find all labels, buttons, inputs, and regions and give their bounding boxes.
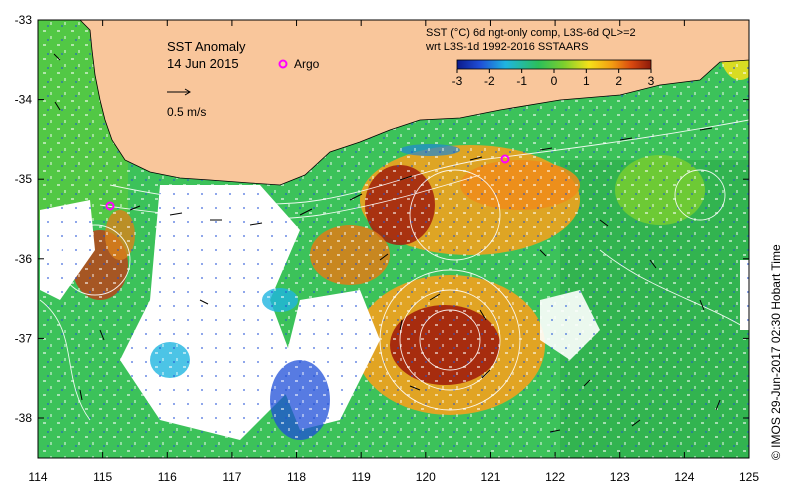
argo-float-marker [500, 154, 510, 164]
scale-arrow-icon [167, 88, 191, 96]
x-tick-label: 118 [287, 470, 306, 484]
x-tick-label: 121 [480, 470, 500, 484]
x-tick-label: 120 [416, 470, 436, 484]
colorbar [456, 59, 652, 70]
colorbar-tick-label: 2 [615, 74, 622, 88]
argo-legend-icon [278, 59, 288, 69]
y-tick-label: -33 [15, 13, 33, 27]
x-axis: 114 115 116 117 118 119 120 121 122 123 124 125 [28, 20, 759, 484]
credit-text: © IMOS 29-Jun-2017 02:30 Hobart Time [769, 244, 783, 460]
plot-frame [37, 19, 750, 459]
x-tick-label: 124 [674, 470, 694, 484]
x-tick-label: 122 [545, 470, 565, 484]
y-tick-label: -34 [15, 93, 33, 107]
y-tick-label: -35 [15, 172, 33, 186]
colorbar-tick-label: -1 [516, 74, 527, 88]
colorbar-tick-label: 1 [583, 74, 590, 88]
colorbar-tick-label: 3 [648, 74, 655, 88]
x-tick-label: 117 [222, 470, 241, 484]
x-tick-label: 115 [93, 470, 112, 484]
y-tick-label: -36 [15, 252, 33, 266]
y-tick-label: -38 [15, 411, 33, 425]
colorbar-title-2: wrt L3S-1d 1992-2016 SSTAARS [425, 41, 588, 53]
argo-label: Argo [294, 57, 320, 71]
x-tick-label: 125 [739, 470, 759, 484]
colorbar-tick-label: 0 [551, 74, 558, 88]
x-tick-label: 114 [28, 470, 47, 484]
velocity-vectors [53, 53, 721, 433]
y-axis: -33-34-35-36-37-38 [15, 13, 749, 425]
x-tick-label: 119 [352, 470, 371, 484]
y-tick-label: -37 [15, 331, 33, 345]
x-tick-label: 116 [158, 470, 177, 484]
map-date: 14 Jun 2015 [167, 56, 239, 71]
colorbar-ticks: -3 -2 -1 0 1 2 3 [452, 69, 655, 88]
scale-label: 0.5 m/s [167, 105, 206, 119]
colorbar-tick-label: -2 [484, 74, 495, 88]
x-tick-label: 123 [610, 470, 630, 484]
argo-float-marker [105, 201, 115, 211]
colorbar-tick-label: -3 [452, 74, 463, 88]
map-title: SST Anomaly [167, 39, 246, 54]
sst-field [38, 20, 749, 458]
colorbar-title-1: SST (°C) 6d ngt-only comp, L3S-6d QL>=2 [426, 27, 636, 39]
